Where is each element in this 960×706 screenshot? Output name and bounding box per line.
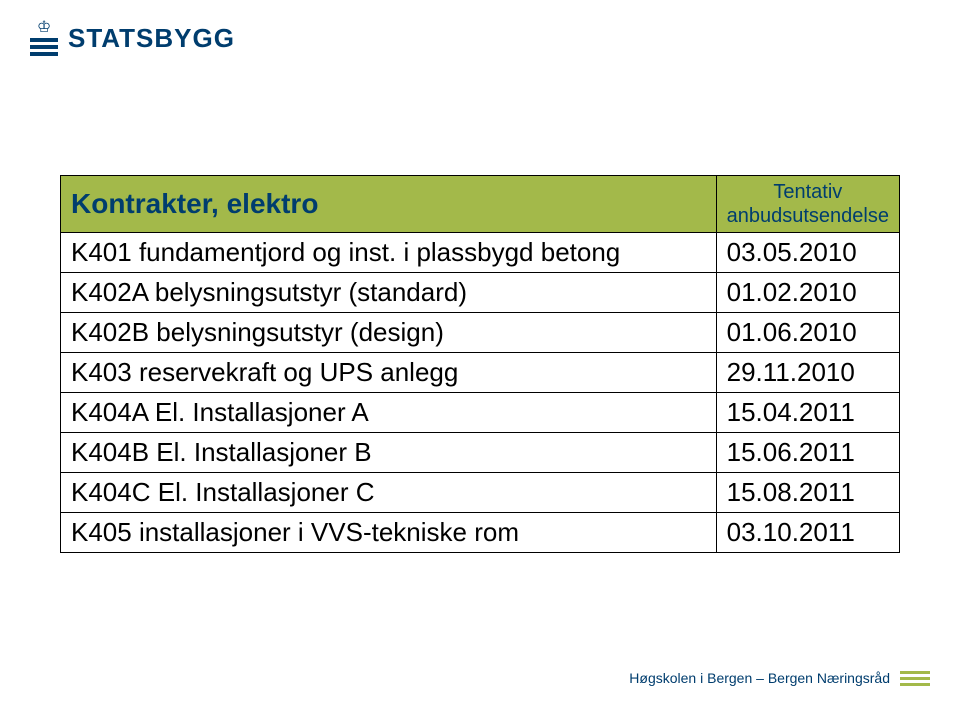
table-row: K404A El. Installasjoner A 15.04.2011 <box>61 393 900 433</box>
header-subtitle: Tentativ anbudsutsendelse <box>716 176 899 233</box>
table-row: K404C El. Installasjoner C 15.08.2011 <box>61 473 900 513</box>
row-date: 03.05.2010 <box>716 233 899 273</box>
logo-mark: ♔ <box>30 20 58 56</box>
header-title: Kontrakter, elektro <box>61 176 717 233</box>
logo: ♔ STATSBYGG <box>30 20 235 56</box>
row-label: K404A El. Installasjoner A <box>61 393 717 433</box>
row-date: 15.06.2011 <box>716 433 899 473</box>
table-row: K403 reservekraft og UPS anlegg 29.11.20… <box>61 353 900 393</box>
row-date: 29.11.2010 <box>716 353 899 393</box>
table-header-row: Kontrakter, elektro Tentativ anbudsutsen… <box>61 176 900 233</box>
header-sub-line2: anbudsutsendelse <box>727 205 889 227</box>
table-row: K402B belysningsutstyr (design) 01.06.20… <box>61 313 900 353</box>
footer: Høgskolen i Bergen – Bergen Næringsråd <box>629 670 930 686</box>
table-row: K404B El. Installasjoner B 15.06.2011 <box>61 433 900 473</box>
table-container: Kontrakter, elektro Tentativ anbudsutsen… <box>60 175 900 553</box>
row-date: 01.06.2010 <box>716 313 899 353</box>
table-row: K402A belysningsutstyr (standard) 01.02.… <box>61 273 900 313</box>
table-body: K401 fundamentjord og inst. i plassbygd … <box>61 233 900 553</box>
row-label: K404C El. Installasjoner C <box>61 473 717 513</box>
row-label: K402A belysningsutstyr (standard) <box>61 273 717 313</box>
row-date: 01.02.2010 <box>716 273 899 313</box>
row-label: K405 installasjoner i VVS-tekniske rom <box>61 513 717 553</box>
row-date: 15.04.2011 <box>716 393 899 433</box>
row-label: K404B El. Installasjoner B <box>61 433 717 473</box>
row-label: K401 fundamentjord og inst. i plassbygd … <box>61 233 717 273</box>
row-label: K403 reservekraft og UPS anlegg <box>61 353 717 393</box>
logo-bars <box>30 38 58 56</box>
row-label: K402B belysningsutstyr (design) <box>61 313 717 353</box>
crown-icon: ♔ <box>37 20 51 36</box>
footer-text: Høgskolen i Bergen – Bergen Næringsråd <box>629 670 890 686</box>
logo-text: STATSBYGG <box>68 23 235 54</box>
row-date: 15.08.2011 <box>716 473 899 513</box>
header-sub-line1: Tentativ <box>773 181 842 203</box>
row-date: 03.10.2011 <box>716 513 899 553</box>
table-row: K401 fundamentjord og inst. i plassbygd … <box>61 233 900 273</box>
footer-bars-icon <box>900 671 930 686</box>
contracts-table: Kontrakter, elektro Tentativ anbudsutsen… <box>60 175 900 553</box>
table-row: K405 installasjoner i VVS-tekniske rom 0… <box>61 513 900 553</box>
